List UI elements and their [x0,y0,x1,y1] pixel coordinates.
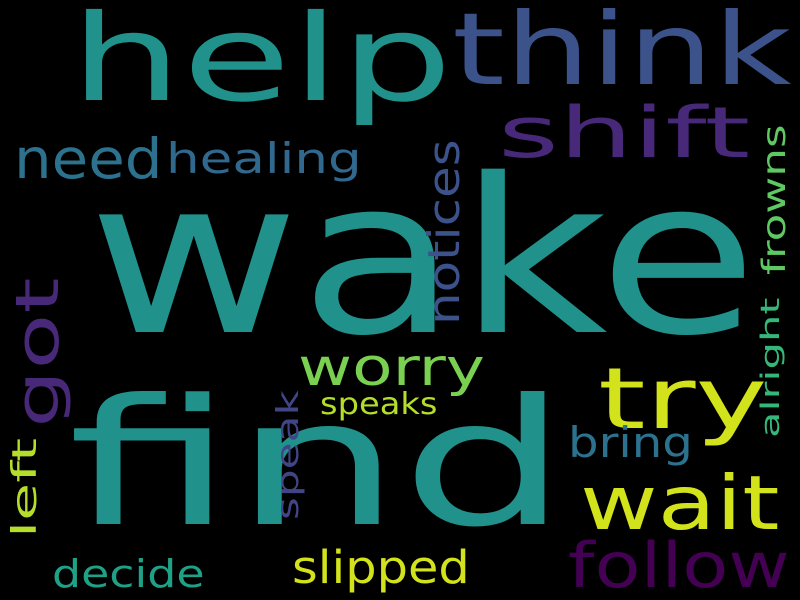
word-worry: worry [298,338,485,398]
word-notices: notices [419,139,470,325]
word-decide: decide [52,552,205,596]
word-speaks: speaks [320,387,438,422]
word-wake: wake [88,132,758,383]
word-help: help [70,0,453,129]
word-wait: wait [580,459,780,547]
word-speak: speak [271,390,306,520]
word-try: try [598,350,768,449]
word-need: need [14,127,163,191]
word-think: think [452,0,792,108]
word-shift: shift [498,92,751,174]
word-slipped: slipped [292,541,470,594]
word-find: find [68,363,569,566]
word-healing: healing [166,134,362,183]
word-alright: alright [756,297,786,438]
word-left: left [5,437,45,538]
word-got: got [3,277,73,428]
word-frowns: frowns [755,124,793,275]
word-follow: follow [568,529,790,600]
word-bring: bring [568,418,693,467]
